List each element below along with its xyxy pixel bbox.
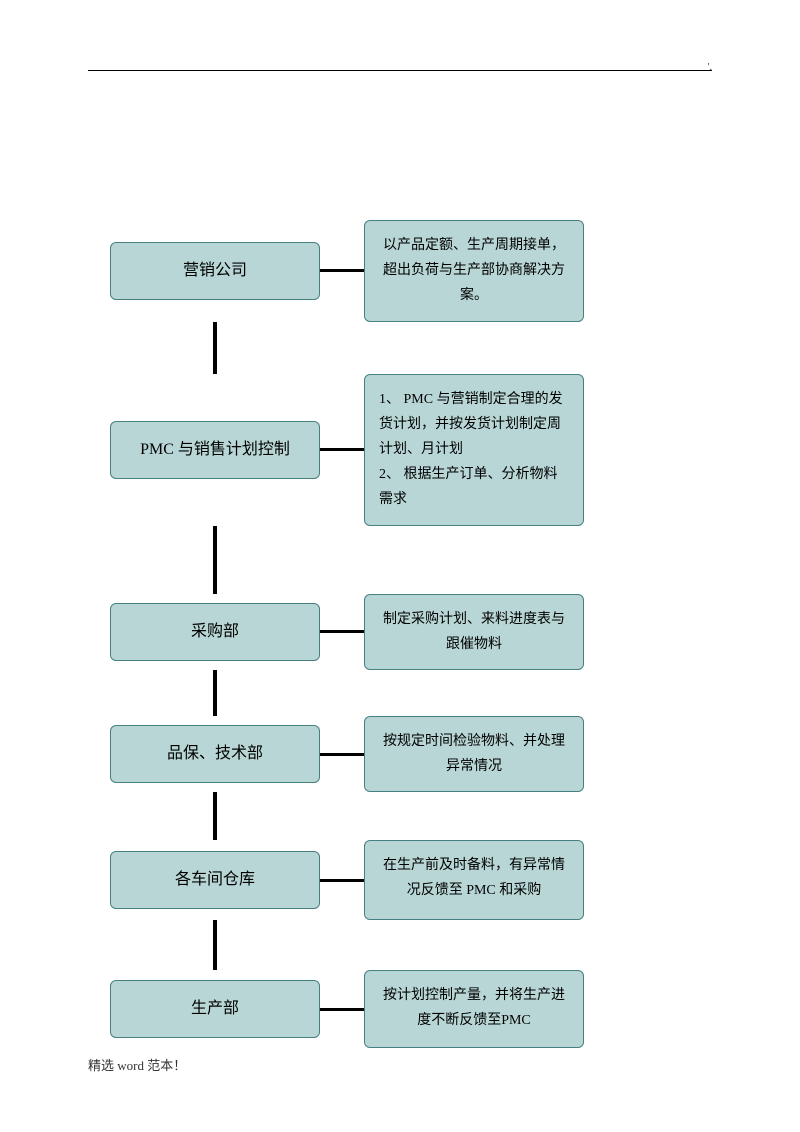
flow-right-box: 1、 PMC 与营销制定合理的发货计划，并按发货计划制定周计划、月计划2、 根据…	[364, 374, 584, 526]
v-connector	[213, 792, 217, 840]
v-connector	[213, 670, 217, 716]
flow-left-box: 采购部	[110, 603, 320, 661]
flow-row: 营销公司以产品定额、生产周期接单，超出负荷与生产部协商解决方案。	[110, 220, 690, 322]
flow-row: 采购部制定采购计划、来料进度表与跟催物料	[110, 594, 690, 670]
flow-left-box: 营销公司	[110, 242, 320, 300]
h-connector	[320, 448, 364, 451]
flow-left-box: 各车间仓库	[110, 851, 320, 909]
flow-left-box: PMC 与销售计划控制	[110, 421, 320, 479]
v-connector	[213, 526, 217, 594]
h-connector	[320, 630, 364, 633]
v-connector	[213, 322, 217, 374]
footer-text: 精选 word 范本！	[88, 1055, 186, 1074]
h-connector	[320, 753, 364, 756]
flow-right-box: 以产品定额、生产周期接单，超出负荷与生产部协商解决方案。	[364, 220, 584, 322]
flow-right-box: 制定采购计划、来料进度表与跟催物料	[364, 594, 584, 670]
page-top-border	[88, 70, 712, 71]
h-connector	[320, 879, 364, 882]
h-connector	[320, 269, 364, 272]
flow-left-box: 生产部	[110, 980, 320, 1038]
flow-left-box: 品保、技术部	[110, 725, 320, 783]
flow-row: PMC 与销售计划控制 1、 PMC 与营销制定合理的发货计划，并按发货计划制定周…	[110, 374, 690, 526]
h-connector	[320, 1008, 364, 1011]
flow-right-box: 按计划控制产量，并将生产进度不断反馈至PMC	[364, 970, 584, 1048]
flow-right-box: 在生产前及时备料，有异常情况反馈至 PMC 和采购	[364, 840, 584, 920]
flow-row: 品保、技术部按规定时间检验物料、并处理异常情况	[110, 716, 690, 792]
flow-right-box: 按规定时间检验物料、并处理异常情况	[364, 716, 584, 792]
flowchart-container: 营销公司以产品定额、生产周期接单，超出负荷与生产部协商解决方案。 PMC 与销售计…	[110, 220, 690, 1048]
v-connector	[213, 920, 217, 970]
flow-row: 各车间仓库在生产前及时备料，有异常情况反馈至 PMC 和采购	[110, 840, 690, 920]
corner-mark: '.	[708, 62, 712, 73]
flow-row: 生产部按计划控制产量，并将生产进度不断反馈至PMC	[110, 970, 690, 1048]
